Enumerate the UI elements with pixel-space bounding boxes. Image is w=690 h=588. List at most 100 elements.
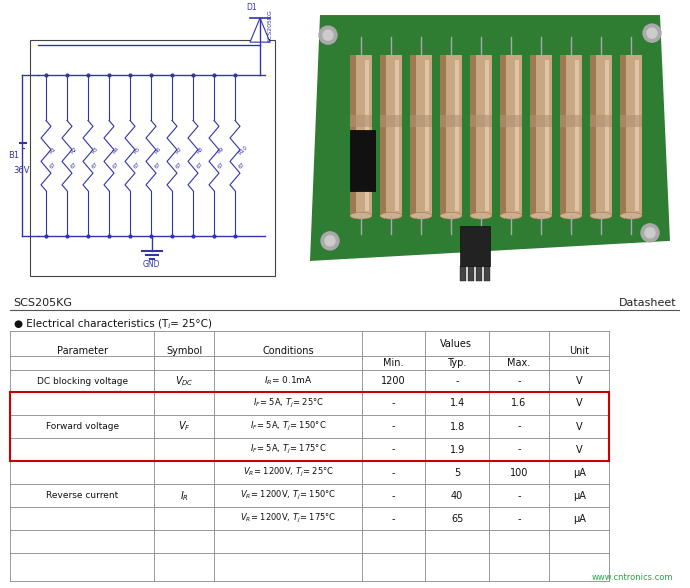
Polygon shape (310, 15, 670, 261)
Text: 40: 40 (451, 490, 463, 501)
Circle shape (321, 232, 339, 250)
Text: R9: R9 (217, 146, 226, 155)
Bar (620, 55, 626, 216)
Bar (484, 266, 490, 281)
Text: 1.9: 1.9 (449, 445, 465, 455)
Bar (366, 60, 368, 211)
Circle shape (643, 24, 661, 42)
Text: Forward voltage: Forward voltage (46, 422, 119, 431)
Text: SCS205KG: SCS205KG (268, 9, 273, 42)
Bar (415, 55, 432, 216)
Text: $V_{DC}$: $V_{DC}$ (175, 374, 194, 388)
Text: 67: 67 (196, 161, 204, 170)
Bar (590, 115, 612, 128)
Bar (566, 55, 582, 216)
Bar (530, 115, 552, 128)
Text: 67: 67 (49, 161, 57, 170)
Bar (410, 115, 432, 128)
Text: B1: B1 (8, 151, 19, 160)
Text: -: - (392, 422, 395, 432)
Text: μA: μA (573, 490, 586, 501)
Text: Parameter: Parameter (57, 346, 108, 356)
Text: 67: 67 (91, 161, 99, 170)
Text: μA: μA (573, 514, 586, 524)
Text: $I_F$= 5A, $T_j$= 25°C: $I_F$= 5A, $T_j$= 25°C (253, 397, 324, 410)
Text: 100: 100 (510, 467, 529, 477)
Bar (635, 60, 639, 211)
Bar (468, 266, 474, 281)
Bar (380, 55, 386, 216)
Bar (535, 55, 552, 216)
Bar (30, 40, 275, 276)
Text: D1: D1 (247, 3, 257, 12)
Bar (446, 55, 462, 216)
Text: Values: Values (440, 339, 471, 349)
Text: 65: 65 (451, 514, 463, 524)
Bar (475, 55, 492, 216)
Text: R7: R7 (175, 146, 184, 155)
Bar (500, 55, 506, 216)
Text: R4: R4 (112, 146, 121, 155)
Text: ● Electrical characteristics (Tⱼ= 25°C): ● Electrical characteristics (Tⱼ= 25°C) (14, 319, 212, 329)
Text: 1200: 1200 (381, 376, 406, 386)
Bar (440, 115, 462, 128)
Bar (455, 60, 459, 211)
Ellipse shape (620, 212, 642, 219)
Bar (460, 266, 466, 281)
Text: 67: 67 (217, 161, 226, 170)
Bar (10, 392, 609, 461)
Text: Unit: Unit (569, 346, 589, 356)
Ellipse shape (560, 212, 582, 219)
Text: Datasheet: Datasheet (619, 298, 676, 308)
Text: SCS205KG: SCS205KG (14, 298, 72, 308)
Circle shape (647, 28, 657, 38)
Text: μA: μA (573, 467, 586, 477)
Bar (590, 55, 595, 216)
Ellipse shape (470, 212, 492, 219)
Text: R2: R2 (70, 146, 79, 155)
Text: -: - (392, 514, 395, 524)
Bar (355, 55, 372, 216)
Text: R8: R8 (196, 146, 205, 155)
Text: $I_R$: $I_R$ (180, 489, 189, 503)
Text: -: - (518, 514, 521, 524)
Text: R5: R5 (133, 146, 141, 155)
Ellipse shape (590, 212, 612, 219)
Bar (485, 60, 489, 211)
Text: www.cntronics.com: www.cntronics.com (591, 573, 673, 582)
Text: 67: 67 (70, 161, 79, 170)
Text: V: V (576, 422, 582, 432)
Bar (350, 55, 355, 216)
Ellipse shape (410, 212, 432, 219)
Ellipse shape (530, 212, 552, 219)
Circle shape (325, 236, 335, 246)
Text: V: V (576, 445, 582, 455)
Text: 1.6: 1.6 (511, 399, 526, 409)
Bar (470, 55, 475, 216)
Bar (395, 60, 399, 211)
Text: -: - (518, 422, 521, 432)
Text: -: - (518, 490, 521, 501)
Text: 67: 67 (154, 161, 162, 170)
Circle shape (645, 228, 655, 238)
Bar (575, 60, 579, 211)
Text: -: - (455, 376, 459, 386)
Text: $I_F$= 5A, $T_j$= 175°C: $I_F$= 5A, $T_j$= 175°C (250, 443, 326, 456)
Bar (560, 115, 582, 128)
Text: Reverse current: Reverse current (46, 491, 119, 500)
Ellipse shape (350, 212, 372, 219)
Text: Min.: Min. (383, 358, 404, 368)
Bar (626, 55, 642, 216)
Text: GND: GND (143, 260, 160, 269)
Circle shape (641, 224, 659, 242)
Circle shape (323, 30, 333, 40)
Text: DC blocking voltage: DC blocking voltage (37, 377, 128, 386)
Bar (460, 226, 490, 266)
Text: 67: 67 (175, 161, 184, 170)
Text: R6: R6 (154, 146, 163, 155)
Bar (380, 115, 402, 128)
Text: 67: 67 (112, 161, 121, 170)
Text: 36V: 36V (14, 166, 30, 175)
Text: -: - (392, 490, 395, 501)
Text: $V_R$= 1200V, $T_j$= 175°C: $V_R$= 1200V, $T_j$= 175°C (240, 512, 336, 525)
